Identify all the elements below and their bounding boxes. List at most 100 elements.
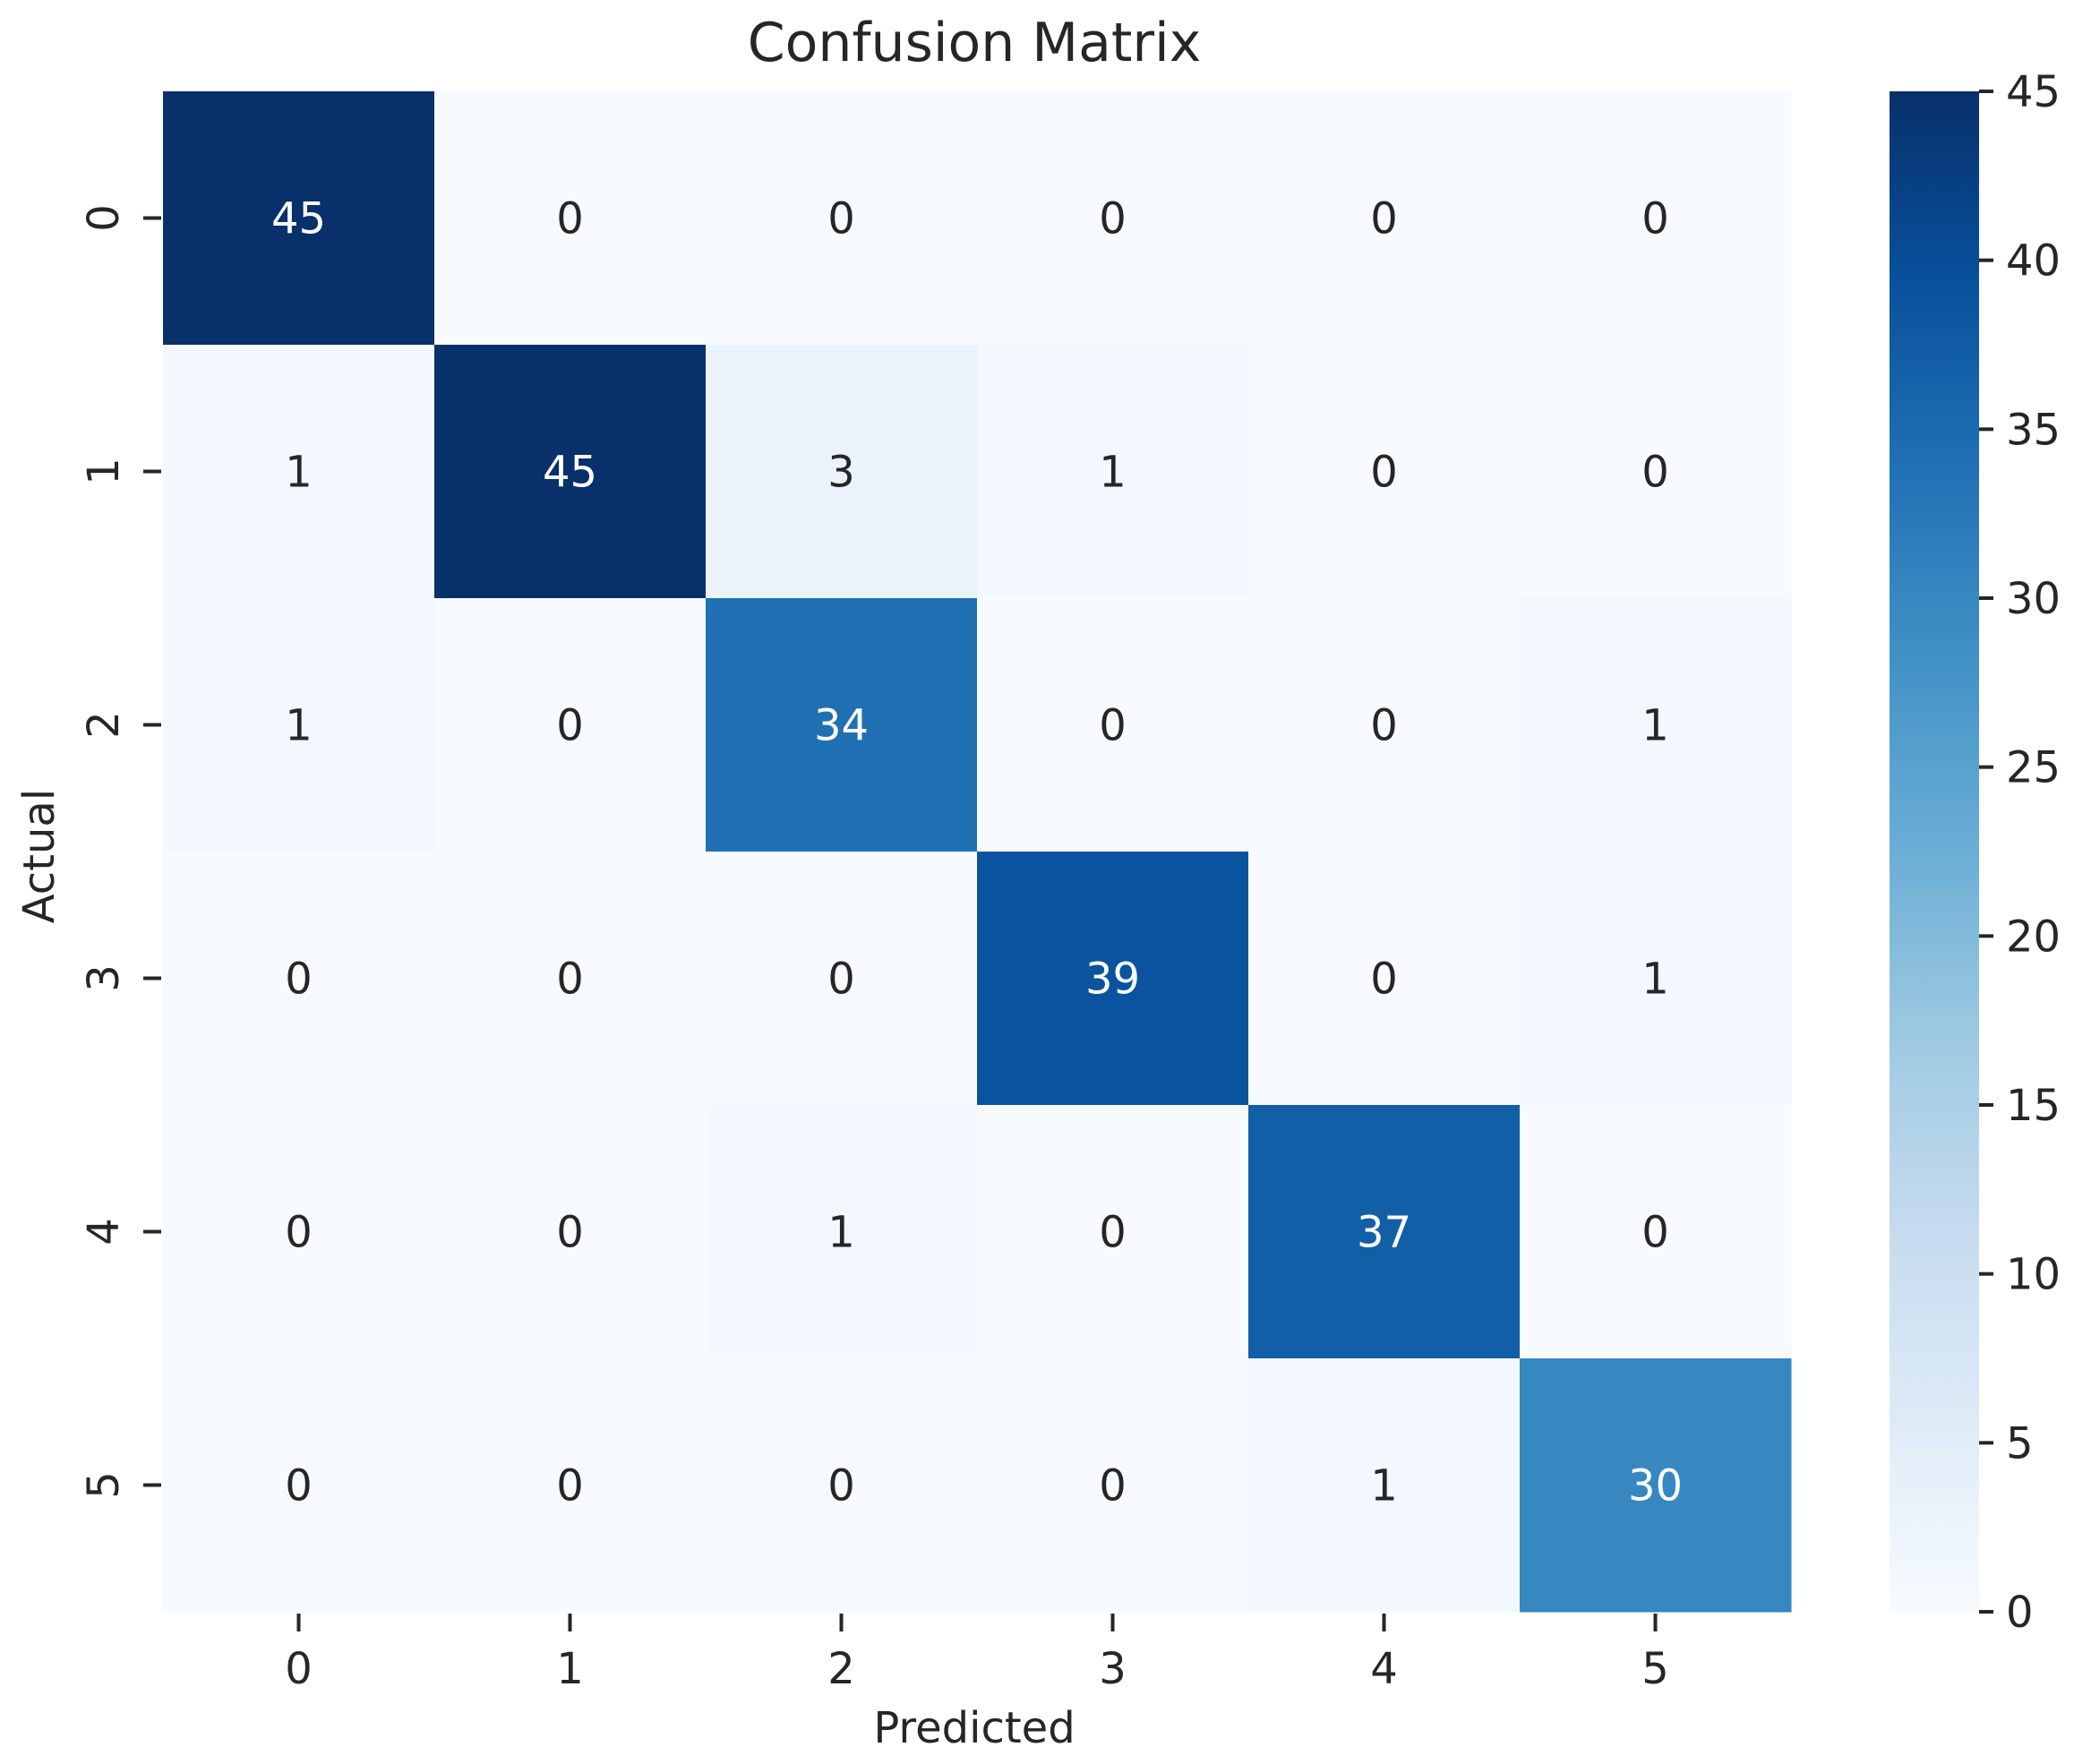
colorbar-tick-label-1: 5 [2006, 1418, 2034, 1469]
heatmap-cell-3-5 [1520, 852, 1792, 1106]
y-tick-label-1: 1 [79, 458, 129, 485]
heatmap-cell-5-0 [163, 1358, 435, 1613]
chart-title: Confusion Matrix [748, 12, 1201, 74]
heatmap-cell-0-2 [706, 91, 978, 346]
y-tick-label-3: 3 [79, 964, 129, 992]
heatmap-cell-2-3 [977, 598, 1249, 852]
cell-value-3-1: 0 [556, 955, 584, 1005]
heatmap-cell-4-2 [706, 1105, 978, 1359]
cell-value-4-1: 0 [556, 1208, 584, 1258]
cell-value-4-5: 0 [1641, 1208, 1669, 1258]
colorbar-tick-label-6: 30 [2006, 574, 2061, 624]
heatmap-cell-3-0 [163, 852, 435, 1106]
y-axis: 0 1 2 3 4 5 [79, 204, 161, 1499]
cell-value-2-0: 1 [285, 701, 313, 751]
colorbar: 0 5 10 15 20 25 30 35 40 45 [1890, 67, 2061, 1638]
cell-value-1-3: 1 [1099, 448, 1127, 498]
cell-value-5-4: 1 [1370, 1461, 1398, 1511]
heatmap-cell-2-1 [434, 598, 707, 852]
x-tick-label-3: 3 [1099, 1644, 1127, 1694]
x-tick-label-5: 5 [1641, 1644, 1669, 1694]
cell-value-1-1: 45 [543, 448, 597, 498]
cell-value-5-3: 0 [1099, 1461, 1127, 1511]
cell-value-3-3: 39 [1085, 955, 1140, 1005]
heatmap-cell-0-5 [1520, 91, 1792, 346]
colorbar-gradient-bar [1890, 91, 1979, 1612]
cell-value-1-5: 0 [1641, 448, 1669, 498]
colorbar-tick-label-0: 0 [2006, 1588, 2034, 1638]
heatmap-cell-0-0 [163, 91, 435, 346]
heatmap-cell-4-5 [1520, 1105, 1792, 1359]
heatmap-cell-1-0 [163, 345, 435, 599]
heatmap-cell-5-2 [706, 1358, 978, 1613]
cell-value-2-1: 0 [556, 701, 584, 751]
heatmap-cell-2-2 [706, 598, 978, 852]
heatmap-cell-0-1 [434, 91, 707, 346]
colorbar-tick-label-9: 45 [2006, 67, 2061, 117]
cell-value-2-2: 34 [814, 701, 869, 751]
heatmap-cell-1-1 [434, 345, 707, 599]
heatmap-cell-5-5 [1520, 1358, 1792, 1613]
heatmap-cell-1-4 [1248, 345, 1521, 599]
heatmap: 45 0 0 0 0 0 1 45 3 1 0 0 1 0 34 0 0 1 0 0 0 39 0 1 0 0 1 0 37 0 0 0 0 0 1… [163, 91, 1792, 1613]
cell-value-3-2: 0 [827, 955, 855, 1005]
x-tick-label-4: 4 [1370, 1644, 1398, 1694]
heatmap-cell-4-0 [163, 1105, 435, 1359]
heatmap-cell-2-4 [1248, 598, 1521, 852]
cell-value-0-1: 0 [556, 194, 584, 244]
x-tick-label-1: 1 [556, 1644, 584, 1694]
heatmap-cell-4-3 [977, 1105, 1249, 1359]
cell-value-0-4: 0 [1370, 194, 1398, 244]
y-tick-label-4: 4 [79, 1218, 129, 1246]
cell-value-2-4: 0 [1370, 701, 1398, 751]
cell-value-4-2: 1 [827, 1208, 855, 1258]
cell-value-5-0: 0 [285, 1461, 313, 1511]
heatmap-cell-3-3 [977, 852, 1249, 1106]
colorbar-tick-label-4: 20 [2006, 912, 2061, 962]
heatmap-cell-2-5 [1520, 598, 1792, 852]
cell-value-3-5: 1 [1641, 955, 1669, 1005]
cell-value-0-3: 0 [1099, 194, 1127, 244]
heatmap-cell-1-2 [706, 345, 978, 599]
colorbar-tick-label-7: 35 [2006, 405, 2061, 455]
heatmap-cell-1-5 [1520, 345, 1792, 599]
colorbar-tick-label-8: 40 [2006, 236, 2061, 287]
heatmap-cell-5-3 [977, 1358, 1249, 1613]
colorbar-tick-label-2: 10 [2006, 1250, 2061, 1300]
heatmap-cell-0-3 [977, 91, 1249, 346]
heatmap-cell-5-1 [434, 1358, 707, 1613]
heatmap-cell-3-2 [706, 852, 978, 1106]
x-tick-label-2: 2 [827, 1644, 855, 1694]
heatmap-cell-4-1 [434, 1105, 707, 1359]
heatmap-cell-0-4 [1248, 91, 1521, 346]
heatmap-cell-3-4 [1248, 852, 1521, 1106]
cell-value-5-1: 0 [556, 1461, 584, 1511]
cell-value-1-4: 0 [1370, 448, 1398, 498]
cell-value-4-0: 0 [285, 1208, 313, 1258]
heatmap-cell-5-4 [1248, 1358, 1521, 1613]
cell-value-3-0: 0 [285, 955, 313, 1005]
y-axis-label: Actual [14, 789, 64, 923]
cell-value-5-5: 30 [1628, 1461, 1683, 1511]
colorbar-tick-label-5: 25 [2006, 743, 2061, 793]
cell-value-1-0: 1 [285, 448, 313, 498]
heatmap-cell-2-0 [163, 598, 435, 852]
y-tick-label-5: 5 [79, 1471, 129, 1499]
heatmap-cell-4-4 [1248, 1105, 1521, 1359]
x-axis: 0 1 2 3 4 5 [285, 1614, 1669, 1694]
cell-value-4-4: 37 [1357, 1208, 1411, 1258]
cell-value-0-0: 45 [271, 194, 326, 244]
heatmap-cell-1-3 [977, 345, 1249, 599]
x-tick-label-0: 0 [285, 1644, 313, 1694]
cell-value-2-3: 0 [1099, 701, 1127, 751]
cell-value-0-2: 0 [827, 194, 855, 244]
heatmap-cell-3-1 [434, 852, 707, 1106]
colorbar-tick-label-3: 15 [2006, 1081, 2061, 1131]
cell-value-4-3: 0 [1099, 1208, 1127, 1258]
y-tick-label-0: 0 [79, 204, 129, 232]
cell-value-2-5: 1 [1641, 701, 1669, 751]
cell-value-1-2: 3 [827, 448, 855, 498]
cell-value-0-5: 0 [1641, 194, 1669, 244]
y-tick-label-2: 2 [79, 711, 129, 739]
